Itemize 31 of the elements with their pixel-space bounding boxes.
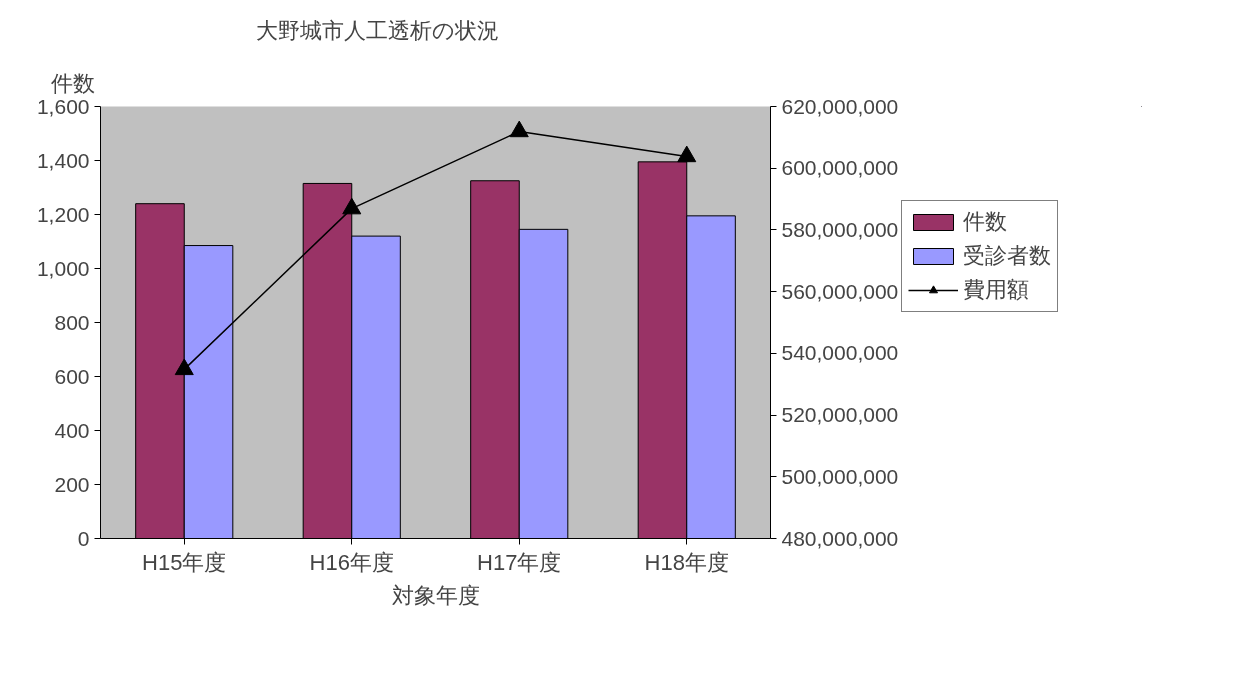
y-tick-label: 800 [54, 310, 90, 334]
legend-label: 費用額 [963, 276, 1029, 304]
y2-tick-label: 580,000,000 [781, 217, 899, 241]
chart-title: 大野城市人工透析の状況 [255, 17, 499, 43]
y2-tick-label: 560,000,000 [781, 279, 899, 303]
y-tick-label: 0 [77, 526, 90, 550]
x-axis-title: 対象年度 [391, 582, 480, 608]
y2-tick-label: 520,000,000 [781, 403, 899, 427]
point [342, 197, 362, 215]
y2-tick-label: 620,000,000 [781, 94, 899, 118]
x-tick-label: H16年度 [309, 549, 394, 575]
y2-tick-label: 500,000,000 [781, 464, 899, 488]
y2-tick-label: 600,000,000 [781, 156, 899, 180]
y-tick-label: 1,600 [36, 94, 90, 118]
point [174, 358, 194, 376]
y2-tick-label: 540,000,000 [781, 341, 899, 365]
x-tick-label: H17年度 [477, 549, 562, 575]
x-tick-label: H15年度 [142, 549, 227, 575]
y-tick-label: 600 [54, 364, 90, 388]
y-axis-title: 件数 [50, 70, 95, 96]
legend-label: 件数 [963, 208, 1007, 236]
y-tick-label: 1,000 [36, 256, 90, 280]
x-tick-label: H18年度 [644, 549, 729, 575]
y-tick-label: 1,400 [36, 148, 90, 172]
point [509, 120, 529, 138]
y-tick-label: 400 [54, 418, 90, 442]
y2-tick-label: 480,000,000 [781, 526, 899, 550]
point [677, 145, 697, 163]
legend-label: 受診者数 [963, 242, 1051, 270]
y-tick-label: 200 [54, 472, 90, 496]
y-tick-label: 1,200 [36, 202, 90, 226]
